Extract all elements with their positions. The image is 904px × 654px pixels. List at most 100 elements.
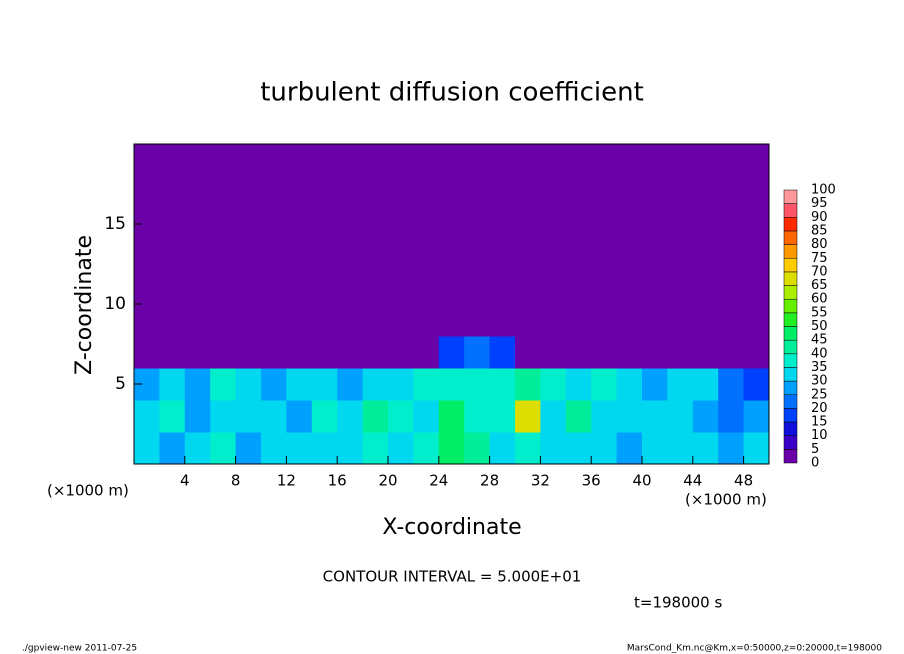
axes: 4 8 12 16 20 24 28 32 36 40 44 48510150510152025303… [104,143,836,490]
cell [489,336,516,369]
cell [642,208,668,241]
cell [261,336,287,369]
cell [362,336,389,369]
colorbar-label: 65 [811,278,828,293]
colorbar-label: 50 [811,319,828,334]
cell [667,208,694,241]
cell [311,176,338,209]
cell [337,400,364,433]
cell [362,208,389,241]
cell [337,208,364,241]
cell [565,176,592,209]
cell [540,432,567,465]
cell [565,208,592,241]
cell [591,304,618,337]
cell [591,400,618,433]
cell [388,368,414,401]
cell [616,368,643,401]
cell [210,400,237,433]
cell [464,368,491,401]
cell [667,336,694,369]
cell [210,144,237,177]
cell [413,336,440,369]
cell [591,176,618,209]
cell [413,208,440,241]
cell [616,304,643,337]
cell [286,176,313,209]
x-tick-label: 36 [582,472,601,490]
cell [743,176,770,209]
cell [388,336,414,369]
cell [565,432,592,465]
cell [438,368,465,401]
cell [591,432,618,465]
cell [261,304,287,337]
colorbar-swatch [783,312,798,327]
colorbar-label: 15 [811,415,828,430]
y-tick-label: 15 [104,214,126,234]
cell [540,368,567,401]
colorbar-label: 10 [811,428,828,443]
cell [286,304,313,337]
cell [210,240,237,273]
cell [743,240,770,273]
cell [642,304,668,337]
cell [337,368,364,401]
cell [464,144,491,177]
cell [413,176,440,209]
cell [565,240,592,273]
cell [591,240,618,273]
cell [591,144,618,177]
cell [134,240,160,273]
cell [489,368,516,401]
cell [565,336,592,369]
cell [184,240,211,273]
cell [692,208,719,241]
colorbar-swatch [783,285,798,300]
cell [388,240,414,273]
cell [489,400,516,433]
colorbar-label: 25 [811,387,828,402]
cell [210,272,237,305]
cell [235,368,262,401]
cell [413,368,440,401]
cell [438,336,465,369]
cell [210,208,237,241]
cell [134,400,160,433]
contour-note: CONTOUR INTERVAL = 5.000E+01 [323,568,582,586]
cell [540,176,567,209]
cell [261,272,287,305]
cell [184,176,211,209]
cell [210,176,237,209]
x-tick-label: 48 [734,472,753,490]
cell [515,432,541,465]
cell [642,432,668,465]
cell [489,208,516,241]
cell [667,176,694,209]
cell [311,272,338,305]
colorbar-swatch [783,394,798,409]
cell [642,336,668,369]
cell [286,240,313,273]
cell [540,336,567,369]
cell [464,400,491,433]
y-tick-label: 5 [115,374,126,394]
cell [718,432,745,465]
cell [438,272,465,305]
colorbar-label: 20 [811,401,828,416]
cell [388,432,414,465]
cell [337,272,364,305]
cell [159,240,186,273]
x-tick-label: 8 [231,472,241,490]
cell [667,304,694,337]
cell [718,400,745,433]
colorbar-label: 35 [811,360,828,375]
cell [235,400,262,433]
cell [286,432,313,465]
cell [159,272,186,305]
colorbar-label: 85 [811,223,828,238]
colorbar-label: 100 [811,183,836,198]
cell [134,272,160,305]
cell [515,304,541,337]
cell [286,336,313,369]
